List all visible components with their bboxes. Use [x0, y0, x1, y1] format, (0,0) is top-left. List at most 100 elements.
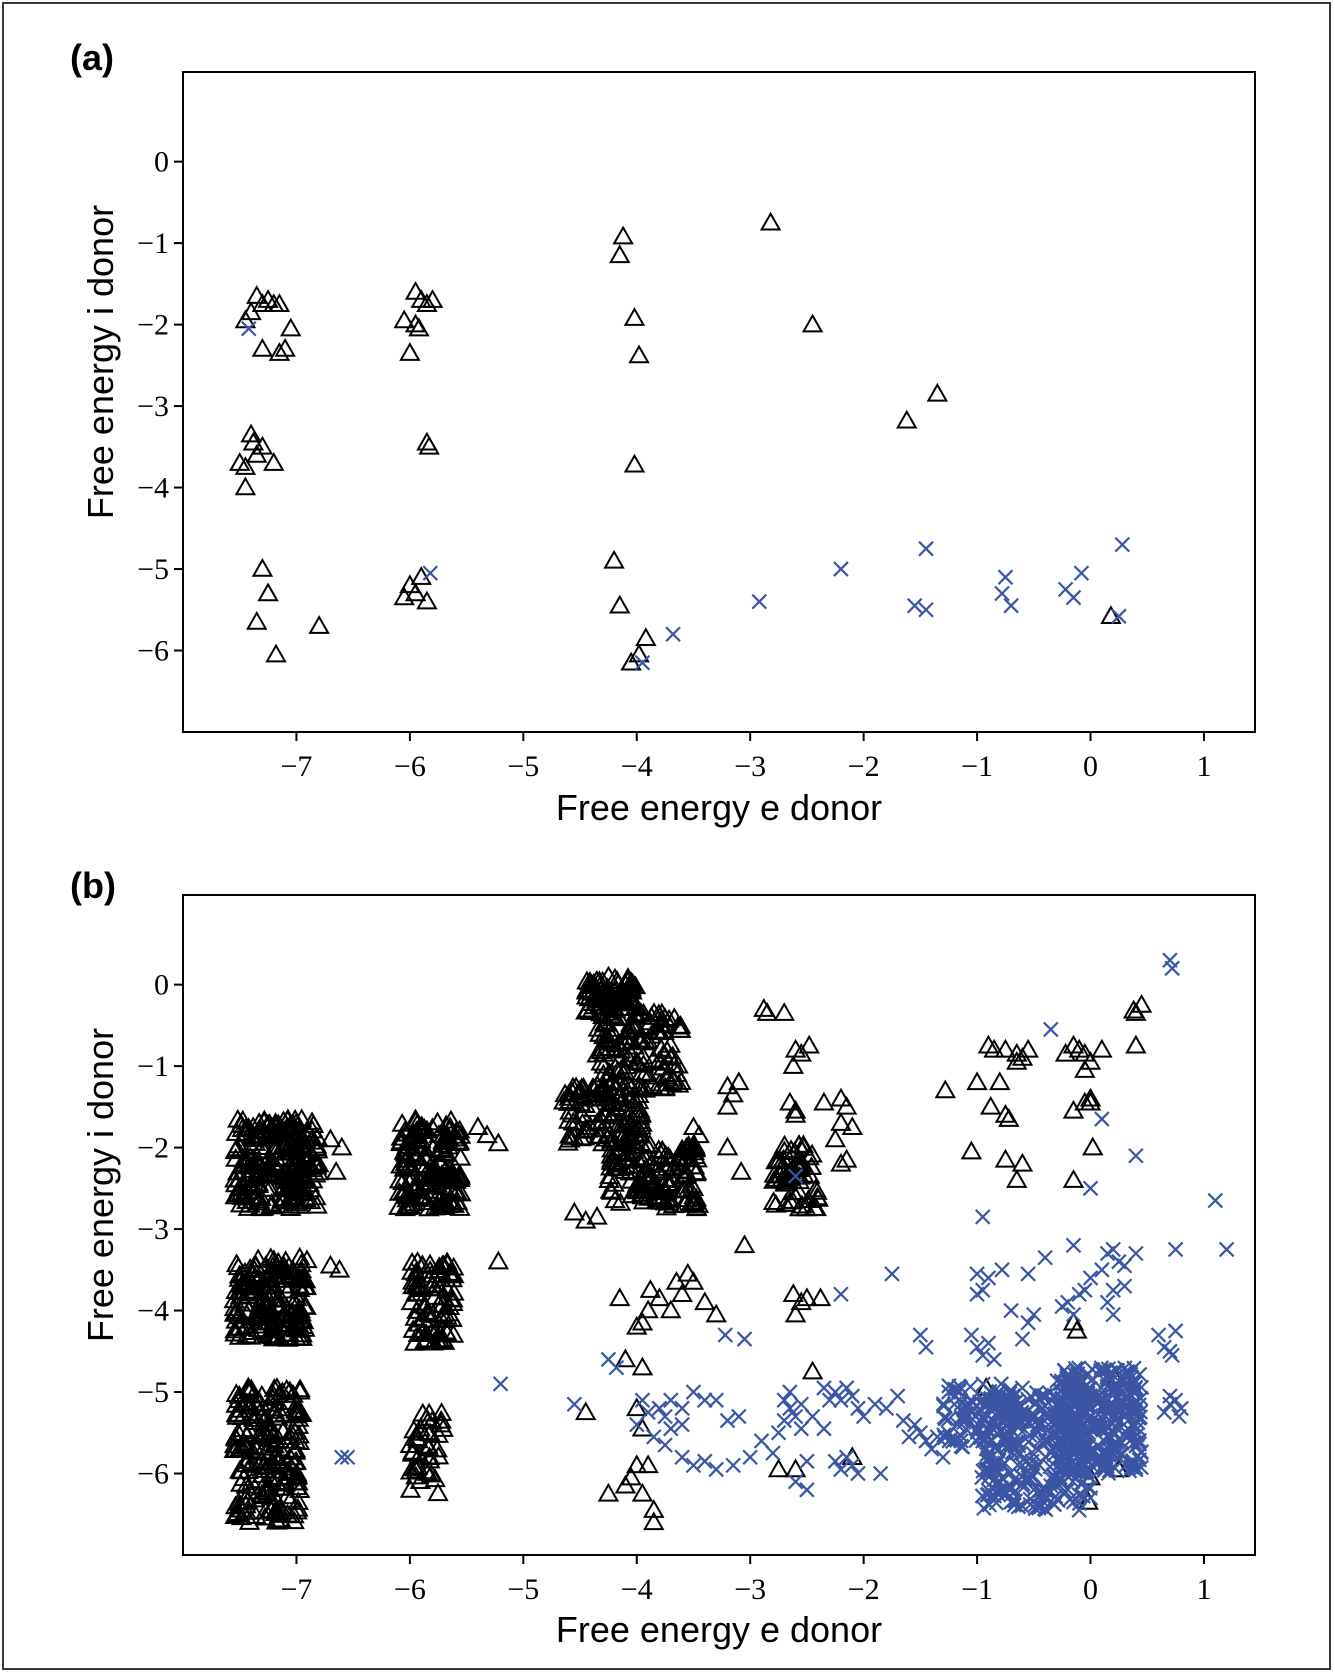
cross-point — [1126, 1381, 1143, 1397]
cross-point — [1043, 1021, 1059, 1038]
triangle-point — [269, 1476, 291, 1496]
y-tick-label: 0 — [154, 969, 169, 1002]
cross-point — [674, 1400, 690, 1417]
triangle-point — [637, 1299, 659, 1319]
cross-point — [827, 1453, 844, 1470]
triangle-point — [994, 1038, 1017, 1058]
triangle-point — [236, 1324, 258, 1344]
triangle-point — [274, 338, 296, 357]
y-tick-label: −3 — [137, 390, 169, 423]
cross-point — [918, 540, 934, 557]
triangle-point — [801, 1360, 824, 1380]
x-tick-label: 1 — [1196, 1573, 1211, 1606]
triangle-point — [559, 1090, 582, 1110]
triangle-point — [435, 1165, 457, 1185]
triangle-point — [224, 1173, 247, 1193]
triangle-point — [642, 1048, 665, 1068]
cross-point — [765, 1445, 781, 1461]
triangle-point — [596, 1127, 618, 1147]
triangle-point — [401, 1251, 423, 1271]
triangle-point — [449, 1146, 472, 1166]
triangle-point — [663, 1054, 685, 1073]
triangle-point — [650, 1037, 672, 1057]
triangle-point — [301, 1111, 323, 1131]
panel-a-plot-area — [182, 71, 1256, 733]
triangle-point — [632, 1045, 654, 1065]
cross-point — [969, 1420, 985, 1437]
triangle-point — [405, 1273, 428, 1293]
triangle-point — [240, 423, 262, 443]
cross-point — [1014, 1457, 1031, 1474]
cross-point — [1164, 1347, 1180, 1364]
triangle-point — [224, 1426, 247, 1446]
cross-point — [994, 585, 1010, 602]
cross-point — [725, 1457, 741, 1474]
triangle-point — [250, 1450, 273, 1470]
cross-point — [949, 1432, 965, 1448]
triangle-point — [251, 293, 274, 312]
cross-point — [1156, 1404, 1173, 1421]
triangle-point — [405, 1147, 427, 1167]
cross-point — [929, 1429, 946, 1445]
cross-point — [1111, 1382, 1127, 1398]
triangle-point — [424, 1196, 447, 1216]
triangle-point — [279, 1190, 301, 1210]
cross-point — [985, 1412, 1001, 1429]
triangle-point — [1130, 993, 1153, 1013]
triangle-point — [782, 1283, 805, 1303]
triangle-point — [614, 1474, 637, 1494]
triangle-point — [609, 1287, 631, 1307]
cross-point — [1113, 1395, 1130, 1412]
cross-point — [872, 1465, 889, 1482]
triangle-point — [602, 986, 625, 1006]
triangle-point — [237, 1197, 260, 1216]
cross-point — [1105, 1241, 1121, 1258]
triangle-point — [601, 1180, 623, 1200]
cross-point — [1079, 1452, 1095, 1468]
triangle-point — [404, 280, 427, 300]
cross-point — [1207, 1192, 1224, 1209]
triangle-point — [784, 1458, 807, 1478]
triangle-point — [248, 1469, 270, 1489]
x-tick-label: −1 — [961, 1573, 993, 1606]
cross-point — [674, 1449, 690, 1465]
triangle-point — [600, 1105, 623, 1125]
x-tick-label: −4 — [621, 1573, 653, 1606]
cross-point — [1014, 1331, 1031, 1347]
triangle-point — [421, 1410, 443, 1430]
triangle-point — [400, 1260, 423, 1280]
triangle-point — [682, 1177, 705, 1197]
triangle-point — [253, 1111, 275, 1131]
triangle-point — [394, 1197, 417, 1217]
triangle-point — [240, 1135, 262, 1154]
cross-point — [1116, 1365, 1133, 1381]
triangle-point — [573, 1119, 596, 1139]
cross-point — [1065, 589, 1082, 606]
triangle-point — [443, 1194, 466, 1213]
cross-point — [1100, 1361, 1117, 1377]
triangle-point — [299, 1178, 322, 1198]
triangle-point — [830, 1152, 852, 1172]
triangle-point — [439, 1262, 461, 1281]
triangle-point — [240, 301, 262, 321]
triangle-point — [598, 1029, 620, 1049]
triangle-point — [598, 1169, 620, 1188]
panel-a-y-axis-label: Free energy i donor — [80, 205, 121, 519]
panel-a-marks — [228, 211, 1131, 671]
cross-point — [918, 1339, 934, 1355]
triangle-point — [574, 1401, 597, 1421]
triangle-point — [677, 1262, 699, 1282]
cross-point — [799, 1482, 815, 1498]
triangle-point — [427, 1482, 449, 1502]
triangle-point — [403, 1419, 425, 1439]
triangle-point — [279, 1426, 301, 1446]
triangle-point — [835, 1095, 858, 1115]
y-tick-label: −1 — [137, 1050, 169, 1083]
triangle-point — [623, 1134, 646, 1154]
triangle-point — [671, 1283, 693, 1303]
triangle-point — [285, 1404, 307, 1424]
triangle-point — [287, 1415, 310, 1434]
triangle-point — [658, 1008, 680, 1028]
cross-point — [241, 320, 257, 337]
triangle-point — [586, 1205, 608, 1225]
